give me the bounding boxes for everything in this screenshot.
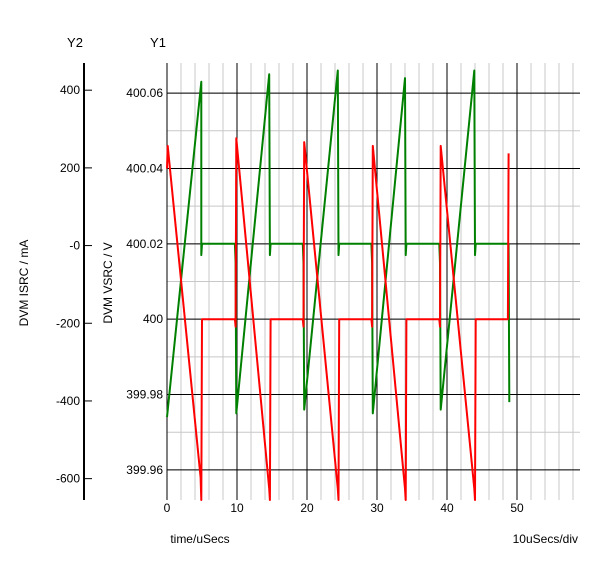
y2-tick-label: -400 [56, 394, 80, 408]
x-tick-label: 10 [230, 501, 244, 515]
y1-tick-label: 400.02 [126, 237, 163, 251]
y1-tick-label: 400.04 [126, 161, 163, 175]
series-layer [166, 69, 511, 501]
y2-axis-title: Y2 [67, 35, 83, 50]
x-tick-label: 0 [164, 501, 171, 515]
x-tick-label: 40 [440, 501, 454, 515]
x-axis-label: time/uSecs [170, 532, 229, 546]
y1-tick-label: 399.96 [126, 463, 163, 477]
x-tick-label: 20 [300, 501, 314, 515]
y1-tick-label: 399.98 [126, 388, 163, 402]
y1-axis-label: DVM VSRC / V [101, 242, 115, 323]
y1-tick-label: 400 [143, 312, 163, 326]
y2-tick-labels: -600 -400 -200 -0 200 400 [56, 83, 92, 486]
x-tick-label: 30 [370, 501, 384, 515]
y1-tick-labels: 399.96 399.98 400 400.02 400.04 400.06 [126, 86, 163, 477]
x-tick-label: 50 [510, 501, 524, 515]
y2-tick-label: -0 [69, 239, 80, 253]
y2-axis-label: DVM ISRC / mA [17, 240, 31, 327]
x-scale-note: 10uSecs/div [513, 532, 578, 546]
x-tick-labels: 0 10 20 30 40 50 [164, 501, 524, 515]
grid-layer [166, 63, 580, 500]
y2-tick-label: -600 [56, 472, 80, 486]
y1-tick-label: 400.06 [126, 86, 163, 100]
y2-tick-label: 200 [60, 161, 80, 175]
series-line-1 [166, 137, 510, 501]
y1-axis-title: Y1 [150, 35, 166, 50]
y2-tick-label: 400 [60, 83, 80, 97]
y2-tick-label: -200 [56, 316, 80, 330]
